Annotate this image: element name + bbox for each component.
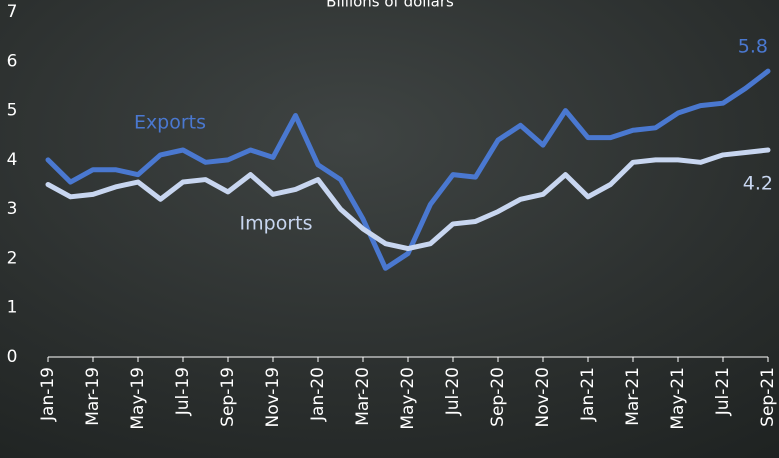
chart: Billions of dollars 0 1 2 3 4 5 6 7 Jan-19 Mar-19…	[0, 0, 779, 458]
y-tick-label: 3	[7, 199, 18, 219]
data-label: 5.8	[738, 36, 768, 58]
y-tick-label: 0	[7, 347, 18, 367]
x-tick-label: Jul-20	[443, 367, 463, 416]
x-tick-label: Jul-21	[713, 367, 733, 416]
x-tick-label: May-20	[398, 367, 418, 430]
x-tick-label: Jan-20	[308, 367, 328, 422]
data-label: 4.2	[743, 173, 773, 195]
x-tick-label: Jan-21	[578, 367, 598, 422]
y-tick-label: 7	[7, 2, 18, 22]
x-tick-label: Sep-21	[758, 367, 778, 427]
chart-subtitle: Billions of dollars	[326, 0, 454, 11]
x-tick-label: Jan-19	[38, 367, 58, 422]
x-tick-label: Nov-20	[533, 367, 553, 428]
x-tick-label: Mar-20	[353, 367, 373, 426]
series-label: Imports	[240, 213, 313, 235]
y-tick-label: 5	[7, 101, 18, 121]
x-tick-label: May-21	[668, 367, 688, 430]
y-tick-label: 4	[7, 150, 18, 170]
y-tick-label: 2	[7, 248, 18, 268]
page: {"chart_data": {"type": "line", "subtitl…	[0, 0, 779, 458]
x-tick-label: Mar-21	[623, 367, 643, 426]
x-tick-label: Nov-19	[263, 367, 283, 428]
y-tick-label: 6	[7, 51, 18, 71]
x-tick-label: Sep-20	[488, 367, 508, 427]
series-label: Exports	[134, 112, 206, 134]
x-tick-label: Mar-19	[83, 367, 103, 426]
x-tick-label: Sep-19	[218, 367, 238, 427]
background	[0, 0, 779, 458]
x-tick-label: Jul-19	[173, 367, 193, 416]
x-tick-label: May-19	[128, 367, 148, 430]
y-tick-label: 1	[7, 298, 18, 318]
